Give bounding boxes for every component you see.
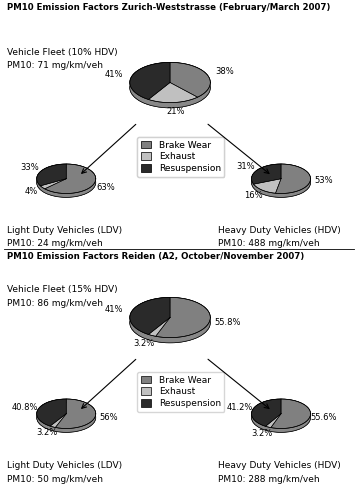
Polygon shape	[149, 82, 198, 102]
Polygon shape	[45, 164, 96, 198]
Polygon shape	[45, 164, 96, 194]
Polygon shape	[130, 298, 170, 335]
Text: 53%: 53%	[314, 176, 333, 186]
Text: 55.6%: 55.6%	[310, 413, 337, 422]
Polygon shape	[156, 298, 210, 343]
Polygon shape	[253, 184, 276, 197]
Text: PM10: 488 mg/km/veh: PM10: 488 mg/km/veh	[218, 240, 320, 248]
Polygon shape	[130, 298, 170, 340]
Ellipse shape	[251, 403, 310, 432]
Text: 55.8%: 55.8%	[214, 318, 241, 328]
Polygon shape	[37, 399, 66, 426]
Text: Vehicle Fleet (15% HDV): Vehicle Fleet (15% HDV)	[7, 285, 118, 294]
Text: 40.8%: 40.8%	[12, 403, 38, 412]
Polygon shape	[37, 164, 66, 186]
Polygon shape	[37, 164, 66, 190]
Polygon shape	[149, 334, 156, 342]
Legend: Brake Wear, Exhaust, Resuspension: Brake Wear, Exhaust, Resuspension	[137, 372, 224, 412]
Polygon shape	[40, 186, 45, 192]
Text: 41%: 41%	[105, 70, 123, 79]
Polygon shape	[252, 164, 281, 184]
Ellipse shape	[37, 403, 96, 432]
Text: 16%: 16%	[245, 190, 263, 200]
Polygon shape	[276, 164, 310, 194]
Text: Light Duty Vehicles (LDV): Light Duty Vehicles (LDV)	[7, 461, 122, 470]
Polygon shape	[252, 399, 281, 426]
Polygon shape	[37, 399, 66, 430]
Polygon shape	[55, 399, 96, 432]
Text: 41%: 41%	[105, 305, 123, 314]
Text: PM10: 86 mg/km/veh: PM10: 86 mg/km/veh	[7, 298, 103, 308]
Text: 3.2%: 3.2%	[36, 428, 57, 438]
Polygon shape	[170, 62, 210, 102]
Ellipse shape	[130, 68, 211, 108]
Text: PM10: 50 mg/km/veh: PM10: 50 mg/km/veh	[7, 474, 103, 484]
Text: 56%: 56%	[99, 414, 118, 422]
Polygon shape	[266, 426, 271, 432]
Polygon shape	[149, 97, 198, 108]
Text: 3.2%: 3.2%	[252, 428, 273, 438]
Polygon shape	[252, 164, 281, 188]
Text: Heavy Duty Vehicles (HDV): Heavy Duty Vehicles (HDV)	[218, 226, 341, 235]
Ellipse shape	[251, 168, 310, 198]
Polygon shape	[130, 62, 170, 100]
Text: 3.2%: 3.2%	[133, 339, 155, 348]
Polygon shape	[271, 399, 310, 432]
Polygon shape	[50, 414, 66, 428]
Text: PM10: 288 mg/km/veh: PM10: 288 mg/km/veh	[218, 474, 320, 484]
Ellipse shape	[37, 168, 96, 198]
Text: 4%: 4%	[25, 187, 38, 196]
Text: 21%: 21%	[166, 107, 185, 116]
Polygon shape	[252, 399, 281, 430]
Legend: Brake Wear, Exhaust, Resuspension: Brake Wear, Exhaust, Resuspension	[137, 137, 224, 176]
Text: Heavy Duty Vehicles (HDV): Heavy Duty Vehicles (HDV)	[218, 461, 341, 470]
Text: Vehicle Fleet (10% HDV): Vehicle Fleet (10% HDV)	[7, 48, 118, 56]
Polygon shape	[55, 399, 96, 428]
Polygon shape	[271, 399, 310, 428]
Polygon shape	[130, 62, 170, 104]
Text: PM10: 24 mg/km/veh: PM10: 24 mg/km/veh	[7, 240, 103, 248]
Text: PM10 Emission Factors Reiden (A2, October/November 2007): PM10 Emission Factors Reiden (A2, Octobe…	[7, 252, 304, 261]
Polygon shape	[266, 414, 281, 428]
Text: 41.2%: 41.2%	[227, 404, 253, 412]
Text: PM10: 71 mg/km/veh: PM10: 71 mg/km/veh	[7, 61, 103, 70]
Polygon shape	[50, 426, 55, 432]
Polygon shape	[156, 298, 210, 338]
Text: Light Duty Vehicles (LDV): Light Duty Vehicles (LDV)	[7, 226, 122, 235]
Text: 38%: 38%	[215, 68, 234, 76]
Text: 33%: 33%	[20, 164, 39, 172]
Polygon shape	[40, 179, 66, 189]
Text: 31%: 31%	[236, 162, 255, 171]
Text: PM10 Emission Factors Zurich-Weststrasse (February/March 2007): PM10 Emission Factors Zurich-Weststrasse…	[7, 2, 330, 12]
Text: 63%: 63%	[96, 183, 115, 192]
Ellipse shape	[130, 302, 211, 343]
Polygon shape	[253, 179, 281, 194]
Polygon shape	[170, 62, 210, 97]
Polygon shape	[149, 318, 170, 336]
Polygon shape	[276, 164, 310, 198]
